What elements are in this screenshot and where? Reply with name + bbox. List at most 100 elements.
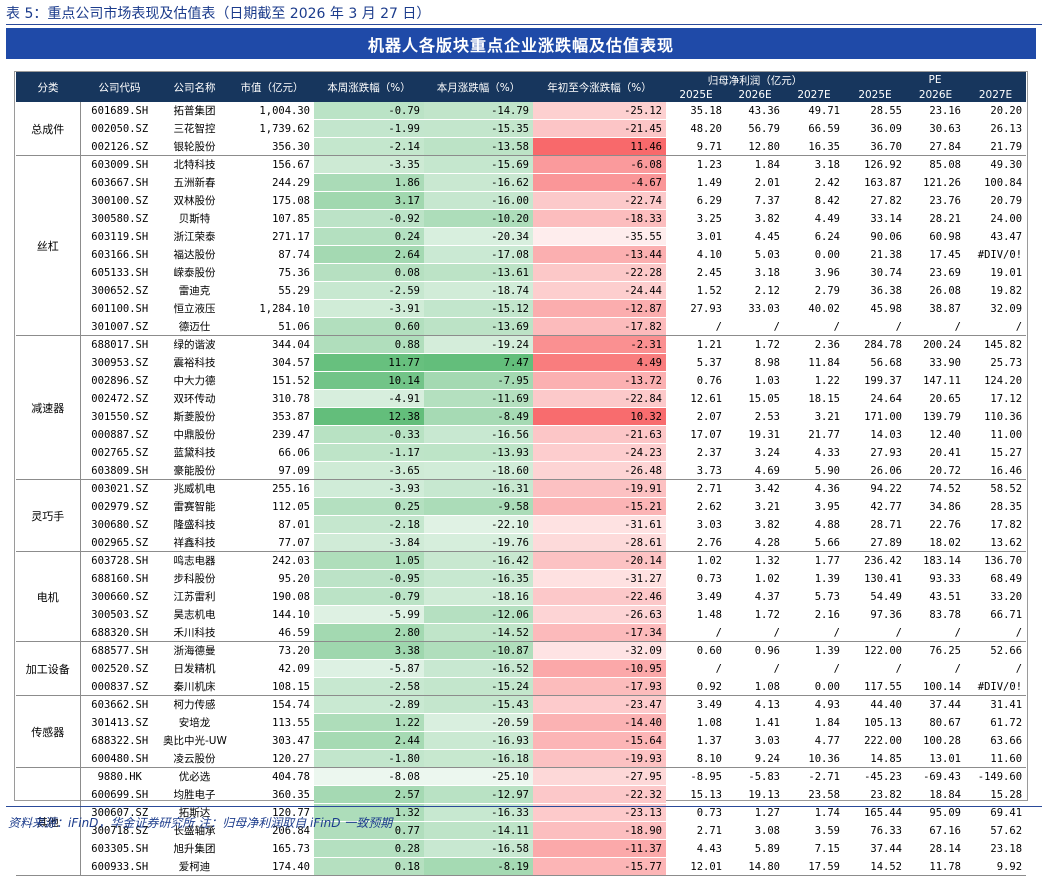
pe-2027e: 19.82 <box>965 281 1027 300</box>
week-change: 11.77 <box>314 353 424 372</box>
ytd-change: -22.84 <box>533 389 666 408</box>
month-change: -18.74 <box>424 281 533 300</box>
ytd-change: -32.09 <box>533 641 666 660</box>
pe-2027e: 17.82 <box>965 515 1027 534</box>
table-row: 002896.SZ 中大力德 151.52 10.14 -7.95 -13.72 0.76 1… <box>16 371 1027 390</box>
table-row: 600933.SH 爱柯迪 174.40 0.18 -8.19 -15.77 12.01 14… <box>16 857 1027 876</box>
stock-code: 688577.SH <box>80 641 159 660</box>
pe-2025e: 44.40 <box>844 695 906 714</box>
table-row: 000887.SZ 中鼎股份 239.47 -0.33 -16.56 -21.63 17.0… <box>16 425 1027 444</box>
month-change: -22.10 <box>424 515 533 534</box>
pe-2025e: 54.49 <box>844 587 906 606</box>
pe-2025e: 171.00 <box>844 407 906 426</box>
market-cap: 244.29 <box>230 173 314 192</box>
profit-2025e: 35.18 <box>666 102 726 120</box>
ytd-change: -19.91 <box>533 479 666 498</box>
pe-2027e: 23.18 <box>965 839 1027 858</box>
week-change: -3.35 <box>314 155 424 174</box>
pe-2027e: 15.28 <box>965 785 1027 804</box>
market-cap: 55.29 <box>230 281 314 300</box>
profit-2026e: 19.13 <box>726 785 784 804</box>
market-cap: 51.06 <box>230 317 314 336</box>
company-name: 震裕科技 <box>159 353 230 372</box>
month-change: -12.06 <box>424 605 533 624</box>
table-row: 300953.SZ 震裕科技 304.57 11.77 7.47 4.49 5.37 8.98… <box>16 353 1027 372</box>
stock-code: 300652.SZ <box>80 281 159 300</box>
week-change: -1.80 <box>314 749 424 768</box>
company-name: 隆盛科技 <box>159 515 230 534</box>
month-change: -17.08 <box>424 245 533 264</box>
company-name: 嵘泰股份 <box>159 263 230 282</box>
stock-code: 601100.SH <box>80 299 159 318</box>
company-name: 双环传动 <box>159 389 230 408</box>
source-note: 资料来源：iFinD，华金证券研究所 注：归母净利润取自 iFinD 一致预期 <box>8 816 393 830</box>
header-month-change: 本月涨跌幅（%） <box>424 72 533 102</box>
pe-2026e: 11.78 <box>906 857 965 876</box>
month-change: -10.20 <box>424 209 533 228</box>
week-change: 3.38 <box>314 641 424 660</box>
month-change: -15.69 <box>424 155 533 174</box>
profit-2026e: 2.53 <box>726 407 784 426</box>
month-change: -16.52 <box>424 659 533 678</box>
pe-2027e: 145.82 <box>965 335 1027 354</box>
ytd-change: -22.28 <box>533 263 666 282</box>
profit-2027e: 1.22 <box>784 371 844 390</box>
market-cap: 239.47 <box>230 425 314 444</box>
profit-2026e: 4.69 <box>726 461 784 480</box>
header-category: 分类 <box>16 72 80 102</box>
ytd-change: -13.72 <box>533 371 666 390</box>
profit-2025e: 1.02 <box>666 551 726 570</box>
market-cap: 95.20 <box>230 569 314 588</box>
pe-2025e: / <box>844 659 906 678</box>
ytd-change: -27.95 <box>533 767 666 786</box>
week-change: 2.64 <box>314 245 424 264</box>
month-change: -20.59 <box>424 713 533 732</box>
market-cap: 353.87 <box>230 407 314 426</box>
month-change: -16.42 <box>424 551 533 570</box>
pe-2026e: -69.43 <box>906 767 965 786</box>
pe-2025e: 26.06 <box>844 461 906 480</box>
stock-code: 605133.SH <box>80 263 159 282</box>
ytd-change: -26.48 <box>533 461 666 480</box>
table-row: 其他 9880.HK 优必选 404.78 -8.08 -25.10 -27.95 -8.95… <box>16 767 1027 876</box>
table-row: 002765.SZ 蓝黛科技 66.06 -1.17 -13.93 -24.23 2.37 3… <box>16 443 1027 462</box>
month-change: -16.58 <box>424 839 533 858</box>
ytd-change: -21.45 <box>533 119 666 138</box>
pe-2025e: 163.87 <box>844 173 906 192</box>
stock-code: 603728.SH <box>80 551 159 570</box>
stock-code: 301007.SZ <box>80 317 159 336</box>
profit-2025e: 0.76 <box>666 371 726 390</box>
header-pe-group: PE <box>844 72 1027 88</box>
pe-2026e: 20.41 <box>906 443 965 462</box>
market-cap: 87.01 <box>230 515 314 534</box>
stock-code: 603119.SH <box>80 227 159 246</box>
pe-2027e: 43.47 <box>965 227 1027 246</box>
profit-2027e: 1.77 <box>784 551 844 570</box>
pe-2026e: 100.28 <box>906 731 965 750</box>
company-name: 北特科技 <box>159 155 230 174</box>
profit-2025e: / <box>666 659 726 678</box>
table-row: 002126.SZ 银轮股份 356.30 -2.14 -13.58 11.46 9.71 1… <box>16 137 1027 156</box>
category-cell: 减速器 <box>16 335 81 480</box>
week-change: -2.58 <box>314 677 424 696</box>
stock-code: 300660.SZ <box>80 587 159 606</box>
week-change: -2.14 <box>314 137 424 156</box>
profit-2026e: / <box>726 317 784 336</box>
month-change: -8.49 <box>424 407 533 426</box>
table-row: 总成件 601689.SH 拓普集团 1,004.30 -0.79 -14.79 -25.1… <box>16 102 1027 156</box>
week-change: -3.91 <box>314 299 424 318</box>
pe-2025e: 21.38 <box>844 245 906 264</box>
profit-2025e: 15.13 <box>666 785 726 804</box>
company-name: 祥鑫科技 <box>159 533 230 552</box>
profit-2026e: 1.08 <box>726 677 784 696</box>
profit-2025e: 0.73 <box>666 803 726 822</box>
company-name: 步科股份 <box>159 569 230 588</box>
market-cap: 165.73 <box>230 839 314 858</box>
pe-2025e: / <box>844 317 906 336</box>
pe-2026e: 33.90 <box>906 353 965 372</box>
table-row: 300580.SZ 贝斯特 107.85 -0.92 -10.20 -18.33 3.25 3… <box>16 209 1027 228</box>
profit-2027e: 17.59 <box>784 857 844 876</box>
category-cell: 灵巧手 <box>16 479 81 552</box>
pe-2027e: 66.71 <box>965 605 1027 624</box>
ytd-change: -4.67 <box>533 173 666 192</box>
